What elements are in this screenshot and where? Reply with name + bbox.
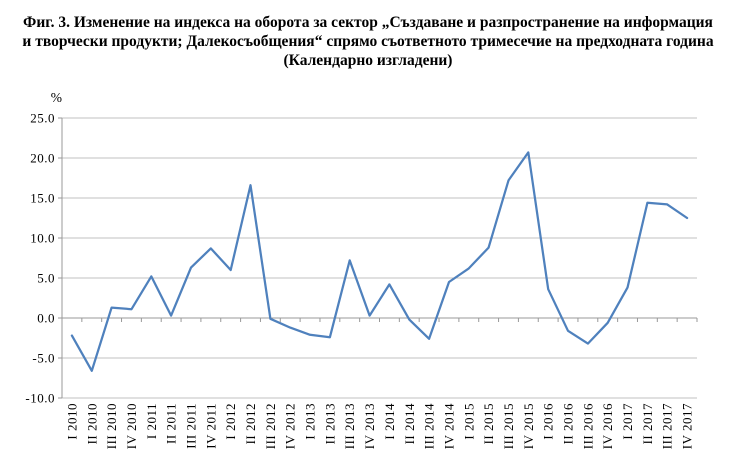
x-axis-tick-label: II 2013	[322, 403, 337, 444]
x-axis-tick-label: I 2012	[223, 403, 238, 440]
x-axis-tick-label: IV 2011	[203, 403, 218, 449]
chart-title-line-3: (Календарно изгладени)	[283, 52, 453, 69]
x-axis-tick-label: I 2016	[541, 403, 556, 440]
x-axis-tick-label: III 2015	[501, 403, 516, 449]
x-axis-tick-label: IV 2016	[600, 403, 615, 449]
gridlines	[62, 117, 697, 399]
x-axis-tick-label: I 2013	[303, 403, 318, 440]
x-axis-tick-label: IV 2010	[124, 403, 139, 449]
x-axis-tick-label: II 2017	[640, 403, 655, 444]
y-axis-ticks	[58, 117, 62, 399]
x-axis-tick-label: III 2011	[183, 403, 198, 449]
x-axis-tick-label: III 2013	[342, 403, 357, 449]
x-axis-tick-label: II 2014	[402, 403, 417, 444]
chart-title-line-1: Фиг. 3. Изменение на индекса на оборота …	[23, 14, 713, 31]
x-axis-tick-label: II 2015	[481, 403, 496, 444]
y-axis-tick-label: 15.0	[30, 191, 55, 206]
x-axis-tick-label: I 2017	[620, 403, 635, 440]
y-axis-tick-label: 10.0	[30, 231, 55, 246]
x-axis-tick-label: II 2012	[243, 403, 258, 444]
x-axis-tick-labels: I 2010 II 2010 III 2010 IV 2010 I 2011 II 201…	[64, 403, 694, 449]
chart-title: Фиг. 3. Изменение на индекса на оборота …	[0, 13, 736, 70]
x-axis-tick-label: I 2015	[461, 403, 476, 440]
x-axis-tick-label: II 2011	[164, 403, 179, 444]
x-axis-tick-label: II 2010	[84, 403, 99, 444]
x-axis-tick-label: IV 2014	[441, 403, 456, 449]
x-axis-tick-label: III 2010	[104, 403, 119, 449]
x-axis-tick-label: III 2014	[422, 403, 437, 449]
chart-title-line-2: и творчески продукти; Далекосъобщения“ с…	[22, 33, 714, 50]
x-axis-tick-label: III 2017	[660, 403, 675, 449]
data-series-line	[70, 151, 689, 372]
x-axis-tick-label: III 2016	[580, 403, 595, 449]
y-axis-tick-label: -5.0	[32, 351, 55, 366]
x-axis-tick-label: IV 2015	[521, 403, 536, 449]
y-axis-tick-labels: 25.0 20.0 15.0 10.0 5.0 0.0 -5.0 -10.0	[25, 111, 55, 406]
x-axis-tick-label: IV 2013	[362, 403, 377, 449]
x-axis-tick-label: I 2011	[144, 403, 159, 439]
x-axis-ticks	[61, 318, 698, 322]
y-axis-tick-label: -10.0	[25, 391, 55, 406]
y-axis-tick-label: 20.0	[30, 151, 55, 166]
x-axis-tick-label: I 2010	[64, 403, 79, 440]
y-axis-unit-label: %	[51, 90, 62, 105]
x-axis-tick-label: IV 2012	[283, 403, 298, 449]
y-axis-tick-label: 0.0	[37, 311, 55, 326]
x-axis-tick-label: IV 2017	[680, 403, 695, 449]
y-axis-tick-label: 5.0	[37, 271, 55, 286]
x-axis-tick-label: II 2016	[561, 403, 576, 444]
x-axis-tick-label: III 2012	[263, 403, 278, 449]
y-axis-tick-label: 25.0	[30, 111, 55, 126]
x-axis-tick-label: I 2014	[382, 403, 397, 440]
